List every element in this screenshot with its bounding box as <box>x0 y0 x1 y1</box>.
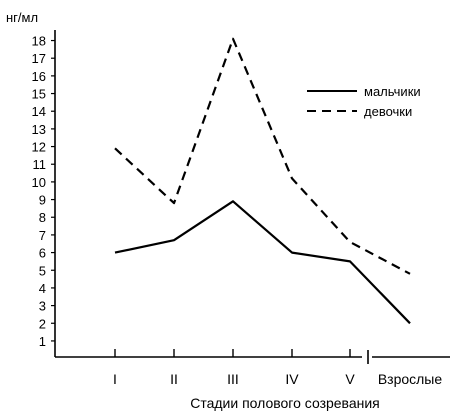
x-ticks: I II III IV V Взрослые <box>113 349 442 387</box>
y-tick-label: 13 <box>32 122 46 137</box>
y-tick-label: 6 <box>39 246 46 261</box>
series-lines <box>114 37 411 325</box>
legend-label: девочки <box>364 104 412 119</box>
series-line-dashed <box>114 37 411 275</box>
legend-label: мальчики <box>364 84 421 99</box>
y-axis-label: нг/мл <box>6 10 38 25</box>
y-tick-label: 3 <box>39 299 46 314</box>
y-tick-label: 15 <box>32 87 46 102</box>
x-tick-label: II <box>170 371 178 387</box>
y-tick-label: 11 <box>33 157 47 172</box>
x-tick-label: I <box>113 371 117 387</box>
y-tick-label: 9 <box>39 193 46 208</box>
x-tick-label: IV <box>285 371 299 387</box>
y-tick-label: 5 <box>39 263 46 278</box>
legend: мальчики девочки <box>307 84 421 119</box>
y-tick-label: 18 <box>32 34 46 49</box>
y-tick-label: 10 <box>32 175 46 190</box>
x-tick-label: V <box>345 371 355 387</box>
y-tick-label: 1 <box>39 334 46 349</box>
y-tick-label: 8 <box>39 210 46 225</box>
axes <box>54 30 450 364</box>
x-axis-label: Стадии полового созревания <box>190 395 380 411</box>
y-tick-label: 14 <box>32 104 46 119</box>
series-line-solid <box>114 200 411 325</box>
y-tick-label: 17 <box>32 51 46 66</box>
x-tick-label: Взрослые <box>378 371 443 387</box>
y-tick-label: 4 <box>39 281 46 296</box>
x-tick-label: III <box>227 371 239 387</box>
y-tick-label: 7 <box>39 228 46 243</box>
y-tick-label: 12 <box>32 140 46 155</box>
y-tick-label: 16 <box>32 69 46 84</box>
y-tick-label: 2 <box>39 316 46 331</box>
